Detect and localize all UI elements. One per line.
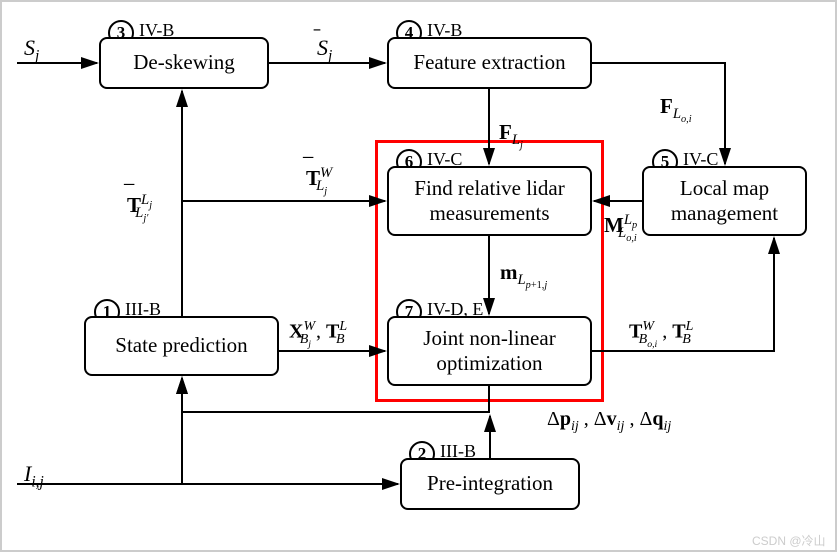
edge-label-MLp: MLpLo,i — [604, 212, 637, 244]
node-local-map-management: Local mapmanagement — [642, 166, 807, 236]
node-deskewing: De-skewing — [99, 37, 269, 89]
node-find-relative-lidar: Find relative lidarmeasurements — [387, 166, 592, 236]
node-pre-integration: Pre-integration — [400, 458, 580, 510]
edge-label-Sj: Sj — [24, 35, 39, 65]
node-joint-optimization: Joint non-linearoptimization — [387, 316, 592, 386]
edge-label-mLp1j: mLp+1,j — [500, 260, 547, 291]
edge-label-dpvq: Δpij , Δvij , Δqij — [547, 408, 671, 435]
watermark: CSDN @冷山 — [752, 532, 826, 549]
edge-label-Sjbar: ̄Sj — [317, 35, 332, 65]
node-label: State prediction — [115, 333, 247, 358]
node-state-prediction: State prediction — [84, 316, 279, 376]
node-label: Joint non-linearoptimization — [423, 326, 555, 376]
edge-label-FLj: FLj — [499, 120, 523, 151]
node-label: Find relative lidarmeasurements — [414, 176, 564, 226]
node-label: Local mapmanagement — [671, 176, 778, 226]
diagram-container: { "canvas": { "width": 837, "height": 55… — [0, 0, 837, 552]
edge-label-TbarLj: ̅TLjLj′ — [127, 192, 148, 224]
edge-label-FLoi: FLo,i — [660, 94, 692, 125]
node-label: Pre-integration — [427, 471, 553, 496]
edge-label-TBoi: TWBo,i , TLB — [629, 319, 691, 349]
edge-label-Iij: Ii,j — [24, 461, 44, 491]
node-label: De-skewing — [133, 50, 234, 75]
node-label: Feature extraction — [413, 50, 565, 75]
edge-label-XBTL: XWBj , TLB — [289, 319, 345, 349]
edge-label-TbarW: ̅TWLj — [306, 165, 327, 197]
node-feature-extraction: Feature extraction — [387, 37, 592, 89]
